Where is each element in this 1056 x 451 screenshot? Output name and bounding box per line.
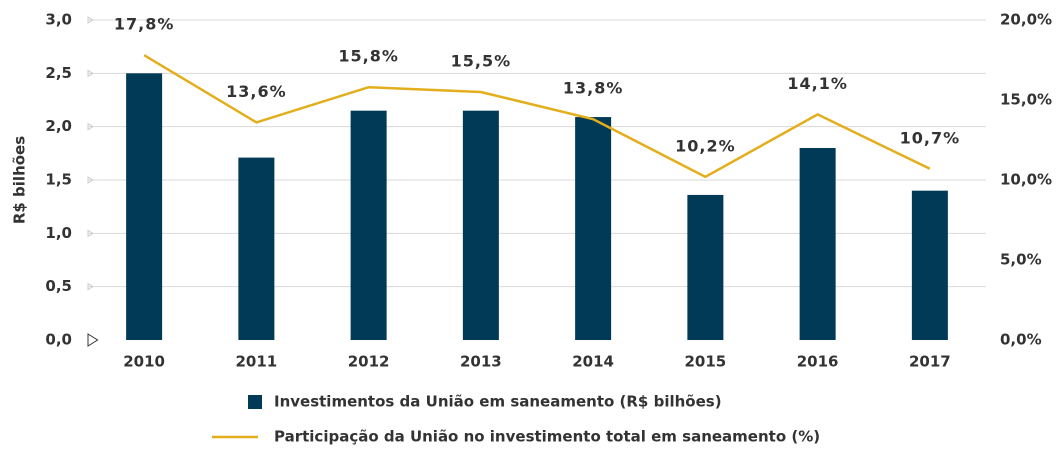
y2-tick-label: 15,0%: [1000, 91, 1052, 109]
y2-tick-label: 0,0%: [1000, 331, 1042, 349]
y-tick-mark: [87, 282, 94, 291]
y-axis-label: R$ bilhões: [11, 136, 29, 224]
y-tick-mark: [87, 176, 94, 184]
bar: [911, 190, 948, 340]
data-label: 13,8%: [563, 79, 624, 98]
y2-tick-label: 5,0%: [1000, 251, 1042, 269]
x-tick-label: 2017: [909, 353, 951, 371]
y-tick-label: 1,5: [45, 171, 72, 189]
x-tick-label: 2016: [797, 353, 839, 371]
x-tick-label: 2014: [572, 353, 614, 371]
x-tick-label: 2010: [123, 353, 165, 371]
y2-tick-label: 10,0%: [1000, 171, 1052, 189]
data-label: 15,5%: [451, 52, 512, 71]
data-label: 10,2%: [675, 136, 736, 155]
legend-swatch: [248, 395, 262, 409]
y-tick-label: 3,0: [45, 11, 72, 29]
data-label: 17,8%: [114, 15, 175, 34]
data-label: 10,7%: [900, 128, 961, 147]
data-label: 15,8%: [338, 47, 399, 66]
y-tick-mark: [87, 122, 94, 131]
y2-tick-label: 20,0%: [1000, 11, 1052, 29]
legend-label: Participação da União no investimento to…: [274, 428, 820, 446]
bar: [238, 157, 275, 340]
y-tick-mark: [87, 69, 94, 78]
legend-label: Investimentos da União em saneamento (R$…: [274, 393, 722, 411]
y-tick-label: 1,0: [45, 224, 72, 242]
data-label: 14,1%: [787, 74, 848, 93]
x-tick-label: 2015: [685, 353, 727, 371]
data-label: 13,6%: [226, 82, 287, 101]
bar: [687, 194, 724, 340]
bar: [575, 117, 612, 340]
y-tick-label: 2,5: [45, 64, 72, 82]
y-tick-label: 0,5: [45, 277, 72, 295]
bar: [799, 148, 836, 340]
x-tick-label: 2012: [348, 353, 390, 371]
y-tick-mark: [87, 333, 99, 347]
bar: [350, 110, 387, 341]
y-tick-label: 2,0: [45, 117, 72, 135]
x-tick-label: 2013: [460, 353, 502, 371]
y-tick-mark: [87, 229, 94, 238]
bar: [126, 73, 163, 340]
line: [143, 54, 931, 179]
x-tick-label: 2011: [236, 353, 278, 371]
y-tick-mark: [87, 16, 94, 24]
bar: [462, 110, 499, 341]
y-tick-label: 0,0: [45, 331, 72, 349]
